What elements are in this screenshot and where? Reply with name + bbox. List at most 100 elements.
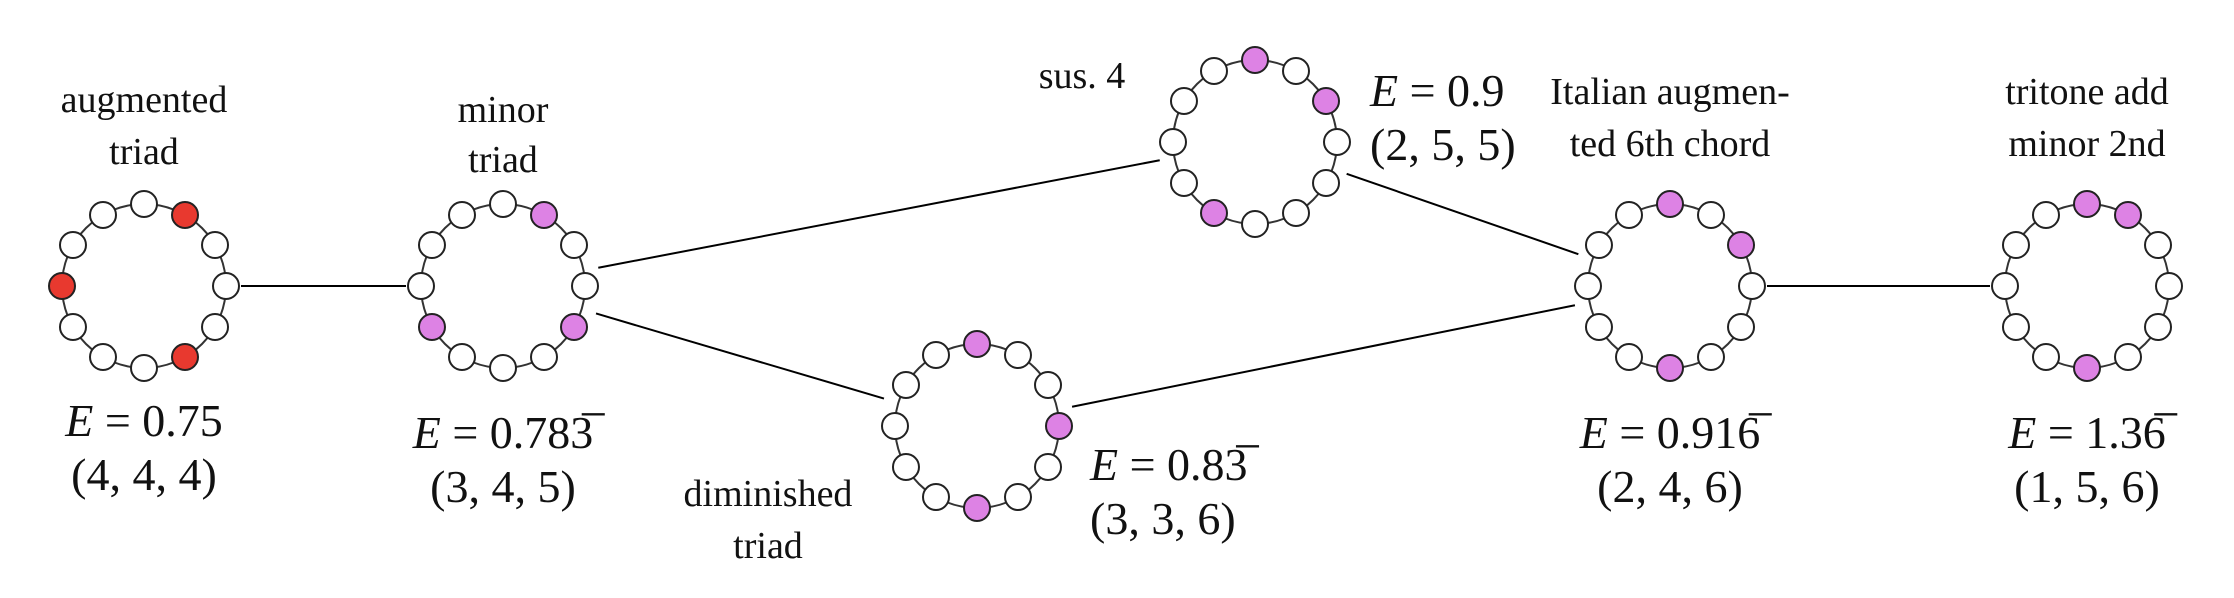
pitch-class-dot-empty bbox=[1312, 169, 1341, 197]
pitch-class-dot-empty bbox=[201, 313, 230, 341]
pitch-class-dot-empty bbox=[417, 231, 446, 259]
chord-labels: augmented triad E = 0.75(4, 4, 4) minor tria… bbox=[61, 55, 2178, 567]
chord-name-diminished: triad bbox=[733, 525, 803, 567]
chord-name-augmented: augmented bbox=[61, 79, 228, 121]
pitch-class-dot-filled bbox=[1241, 46, 1269, 74]
pitch-class-ring bbox=[61, 203, 227, 369]
pitch-class-ring bbox=[894, 343, 1060, 509]
pitch-class-dot-filled bbox=[530, 200, 558, 229]
chord-node-tritone bbox=[1991, 190, 2183, 382]
pitch-class-dot-empty bbox=[1004, 483, 1032, 512]
pitch-class-dot-empty bbox=[2032, 343, 2060, 372]
pitch-class-dot-empty bbox=[922, 483, 950, 512]
chord-name-minor: triad bbox=[468, 139, 538, 181]
pitch-class-dot-empty bbox=[407, 272, 435, 300]
energy-value: = 1.36̅ bbox=[2036, 407, 2177, 458]
pitch-class-dot-empty bbox=[1241, 210, 1269, 238]
pitch-class-dot-filled bbox=[1656, 190, 1684, 218]
pitch-class-dot-empty bbox=[89, 343, 117, 372]
pitch-class-dot-empty bbox=[1574, 272, 1602, 300]
pitch-class-dot-empty bbox=[2155, 272, 2183, 300]
pitch-class-dot-empty bbox=[489, 190, 517, 218]
interval-vector-diminished: (3, 3, 6) bbox=[1090, 493, 1236, 544]
energy-value: = 0.75 bbox=[93, 395, 222, 446]
interval-vector-augmented: (4, 4, 4) bbox=[71, 449, 217, 500]
pitch-class-dot-empty bbox=[2001, 231, 2030, 259]
chord-node-augmented bbox=[48, 190, 240, 382]
energy-symbol: E bbox=[1369, 65, 1398, 116]
pitch-class-dot-empty bbox=[891, 453, 920, 481]
pitch-class-dot-empty bbox=[1615, 343, 1643, 372]
pitch-class-dot-filled bbox=[2073, 354, 2101, 382]
pitch-class-dot-empty bbox=[891, 371, 920, 399]
chord-name-tritone: minor 2nd bbox=[2008, 123, 2165, 165]
energy-symbol: E bbox=[1579, 407, 1608, 458]
energy-label-sus4: E = 0.9 bbox=[1369, 65, 1505, 116]
pitch-class-dot-filled bbox=[1656, 354, 1684, 382]
pitch-class-dot-empty bbox=[571, 272, 599, 300]
chord-node-diminished bbox=[881, 330, 1073, 522]
pitch-class-dot-empty bbox=[922, 340, 950, 369]
pitch-class-ring bbox=[420, 203, 586, 369]
pitch-class-dot-filled bbox=[1045, 412, 1073, 440]
pitch-class-dot-empty bbox=[2001, 313, 2030, 341]
pitch-class-dot-empty bbox=[1697, 200, 1725, 229]
energy-value: = 0.83̅ bbox=[1118, 439, 1259, 490]
pitch-class-ring bbox=[1587, 203, 1753, 369]
interval-vector-sus4: (2, 5, 5) bbox=[1370, 119, 1516, 170]
pitch-class-dot-empty bbox=[1738, 272, 1766, 300]
energy-value: = 0.783̅ bbox=[441, 407, 605, 458]
chord-name-italian: Italian augmen- bbox=[1550, 71, 1790, 113]
edge-sus4-italian bbox=[1346, 172, 1579, 256]
pitch-class-dot-empty bbox=[201, 231, 230, 259]
edge-diminished-italian bbox=[1071, 304, 1576, 408]
pitch-class-dot-empty bbox=[1159, 128, 1187, 156]
pitch-class-dot-empty bbox=[1200, 56, 1228, 85]
edge-minor-diminished bbox=[595, 312, 885, 400]
chord-name-minor: minor bbox=[458, 89, 549, 131]
pitch-class-dot-filled bbox=[417, 313, 446, 341]
pitch-class-dot-empty bbox=[2032, 200, 2060, 229]
chord-name-tritone: tritone add bbox=[2005, 71, 2169, 113]
pitch-class-dot-filled bbox=[560, 313, 589, 341]
energy-symbol: E bbox=[1089, 439, 1118, 490]
pitch-class-dot-empty bbox=[212, 272, 240, 300]
energy-label-augmented: E = 0.75 bbox=[64, 395, 223, 446]
pitch-class-dot-empty bbox=[448, 200, 476, 229]
interval-vector-minor: (3, 4, 5) bbox=[430, 461, 576, 512]
pitch-class-dot-filled bbox=[2073, 190, 2101, 218]
pitch-class-dot-filled bbox=[963, 330, 991, 358]
pitch-class-dot-empty bbox=[130, 354, 158, 382]
pitch-class-dot-empty bbox=[560, 231, 589, 259]
chord-name-augmented: triad bbox=[109, 131, 179, 173]
pitch-class-dot-filled bbox=[1727, 231, 1756, 259]
energy-symbol: E bbox=[64, 395, 93, 446]
energy-label-minor: E = 0.783̅ bbox=[412, 407, 606, 458]
pitch-class-dot-empty bbox=[1169, 87, 1198, 115]
chord-name-sus4: sus. 4 bbox=[1039, 55, 1126, 97]
pitch-class-dot-empty bbox=[2144, 313, 2173, 341]
chord-node-italian bbox=[1574, 190, 1766, 382]
pitch-class-dot-empty bbox=[1584, 313, 1613, 341]
pitch-class-dot-empty bbox=[1004, 340, 1032, 369]
edge-minor-sus4 bbox=[598, 159, 1160, 269]
pitch-class-dot-empty bbox=[1282, 56, 1310, 85]
chord-name-italian: ted 6th chord bbox=[1570, 123, 1771, 165]
pitch-class-dot-filled bbox=[171, 343, 199, 372]
pitch-class-dot-empty bbox=[130, 190, 158, 218]
edges bbox=[241, 159, 1990, 408]
pitch-class-dot-empty bbox=[1282, 199, 1310, 228]
interval-vector-tritone: (1, 5, 6) bbox=[2014, 461, 2160, 512]
pitch-class-dot-empty bbox=[58, 313, 87, 341]
energy-symbol: E bbox=[412, 407, 441, 458]
pitch-class-dot-empty bbox=[89, 200, 117, 229]
energy-label-italian: E = 0.916̅ bbox=[1579, 407, 1773, 458]
pitch-class-dot-empty bbox=[448, 343, 476, 372]
pitch-class-dot-filled bbox=[1200, 199, 1228, 228]
pitch-class-dot-filled bbox=[963, 494, 991, 522]
pitch-class-dot-empty bbox=[58, 231, 87, 259]
pitch-class-dot-empty bbox=[1697, 343, 1725, 372]
pitch-class-ring bbox=[2004, 203, 2170, 369]
energy-label-tritone: E = 1.36̅ bbox=[2007, 407, 2178, 458]
